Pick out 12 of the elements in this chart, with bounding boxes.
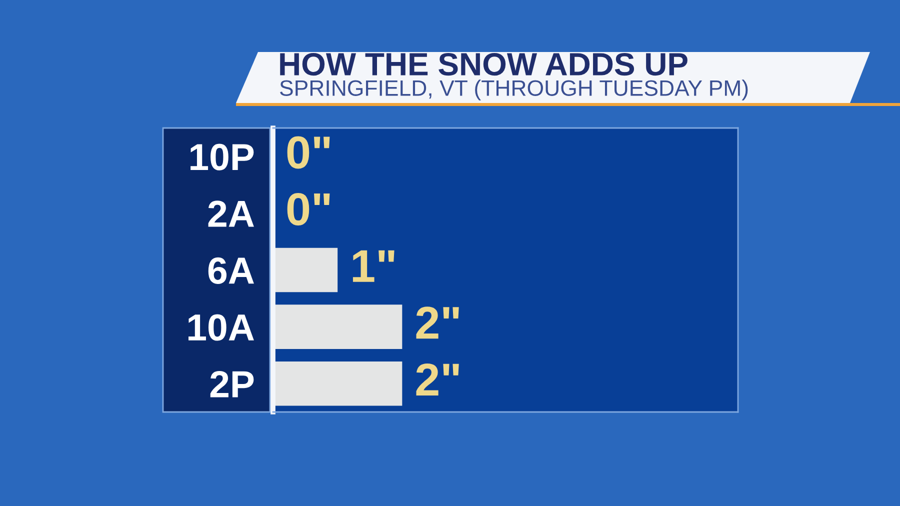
y-tick-label: 2A: [208, 200, 254, 227]
chart-subtitle: SPRINGFIELD, VT (THROUGH TUESDAY PM): [280, 80, 748, 100]
y-tick-label: 6A: [208, 257, 254, 284]
data-label: 1": [352, 250, 394, 282]
data-label: 0": [287, 193, 330, 226]
data-label: 2": [416, 306, 459, 339]
data-label: 0": [287, 136, 330, 169]
chart-title: HOW THE SNOW ADDS UP: [280, 52, 688, 76]
data-label: 2": [416, 363, 459, 396]
y-tick-label: 10P: [190, 144, 254, 170]
y-tick-label: 2P: [210, 371, 254, 398]
y-tick-label: 10A: [188, 314, 254, 341]
